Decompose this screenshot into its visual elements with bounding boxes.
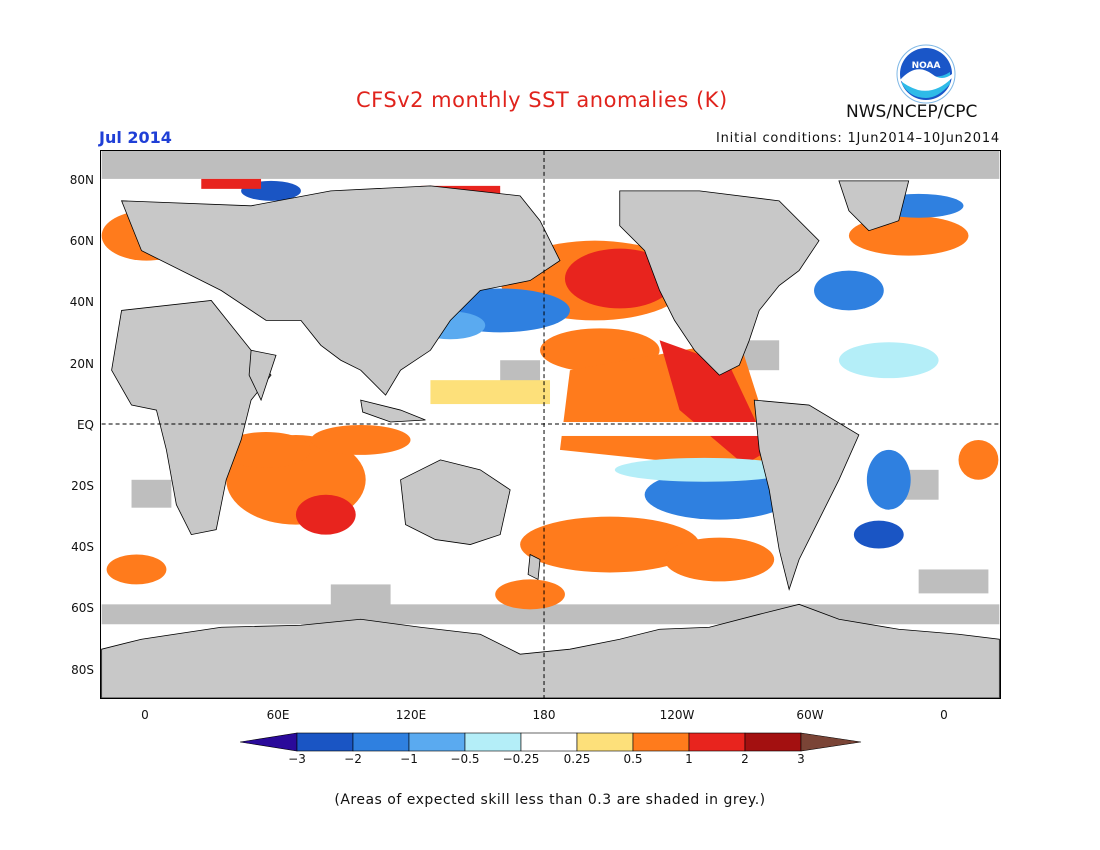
colorbar-swatch bbox=[408, 732, 466, 752]
low-skill-areas bbox=[101, 151, 1000, 625]
initial-conditions: Initial conditions: 1Jun2014–10Jun2014 bbox=[715, 131, 1000, 146]
sst-anomaly-map bbox=[100, 150, 1001, 699]
lat-label: 60S bbox=[71, 601, 94, 615]
lat-label: 20S bbox=[71, 479, 94, 493]
footnote: (Areas of expected skill less than 0.3 a… bbox=[334, 792, 766, 808]
lon-label: 120W bbox=[659, 708, 695, 722]
lon-label: 180 bbox=[532, 708, 556, 722]
colorbar-tick: −3 bbox=[288, 752, 306, 766]
colorbar-tick: 0.5 bbox=[623, 752, 643, 766]
lat-label: 80S bbox=[71, 663, 94, 677]
lon-label: 60W bbox=[796, 708, 824, 722]
lat-label: 40S bbox=[71, 540, 94, 554]
logo-text: NOAA bbox=[912, 61, 941, 71]
colorbar-swatch bbox=[240, 732, 298, 752]
lon-label: 60E bbox=[266, 708, 290, 722]
colorbar bbox=[240, 732, 862, 752]
colorbar-tick: −1 bbox=[400, 752, 418, 766]
colorbar-tick: 2 bbox=[741, 752, 749, 766]
agency-label: NWS/NCEP/CPC bbox=[846, 102, 978, 122]
noaa-logo: NOAA bbox=[896, 44, 956, 104]
colorbar-tick: −0.5 bbox=[450, 752, 480, 766]
colorbar-swatch bbox=[520, 732, 578, 752]
colorbar-tick: −2 bbox=[344, 752, 362, 766]
colorbar-swatch bbox=[464, 732, 522, 752]
lat-label: 60N bbox=[69, 234, 94, 248]
lon-label: 0 bbox=[940, 708, 948, 722]
colorbar-swatch bbox=[352, 732, 410, 752]
colorbar-tick: 0.25 bbox=[563, 752, 591, 766]
colorbar-swatch bbox=[632, 732, 690, 752]
lat-label: 40N bbox=[69, 295, 94, 309]
lon-label: 0 bbox=[141, 708, 149, 722]
map-title: CFSv2 monthly SST anomalies (K) bbox=[356, 88, 728, 112]
colorbar-tick: 3 bbox=[797, 752, 805, 766]
lat-label: 80N bbox=[69, 173, 94, 187]
colorbar-swatch bbox=[744, 732, 802, 752]
continents bbox=[101, 180, 1000, 698]
lat-label: 20N bbox=[69, 357, 94, 371]
colorbar-swatch bbox=[296, 732, 354, 752]
lat-label: EQ bbox=[76, 418, 94, 432]
forecast-month: Jul 2014 bbox=[99, 128, 172, 147]
colorbar-swatch bbox=[800, 732, 862, 752]
colorbar-tick: −0.25 bbox=[502, 752, 540, 766]
colorbar-swatch bbox=[688, 732, 746, 752]
colorbar-swatch bbox=[576, 732, 634, 752]
colorbar-tick: 1 bbox=[685, 752, 693, 766]
lon-label: 120E bbox=[395, 708, 427, 722]
